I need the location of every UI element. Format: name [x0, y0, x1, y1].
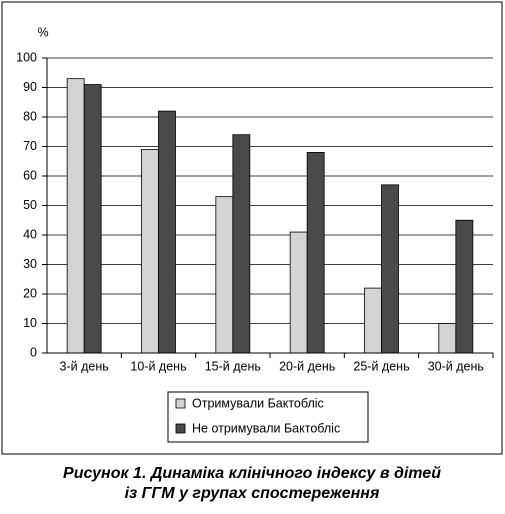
legend-swatch	[175, 398, 186, 409]
bar	[306, 151, 325, 354]
x-tick-label: 25-й день	[353, 359, 409, 373]
bar	[381, 184, 399, 354]
legend-swatch	[175, 423, 186, 434]
y-axis-label: %	[37, 25, 48, 39]
x-tick-label: 3-й день	[60, 359, 109, 373]
bar	[215, 196, 234, 354]
caption: із ГГМ у групах спостереження	[125, 485, 380, 502]
bar	[438, 323, 457, 354]
bar	[289, 231, 308, 354]
legend-label: Отримували Бактобліс	[192, 396, 324, 410]
bar	[83, 84, 102, 354]
x-tick-label: 10-й день	[130, 359, 186, 373]
y-tick-label: 40	[23, 227, 37, 241]
y-tick-label: 70	[23, 139, 37, 153]
y-tick-label: 60	[23, 168, 37, 182]
y-tick-label: 0	[30, 345, 37, 359]
bar	[66, 78, 85, 354]
y-tick-label: 10	[23, 316, 37, 330]
y-tick-label: 100	[16, 50, 37, 64]
caption: Рисунок 1. Динаміка клінічного індексу в…	[63, 465, 441, 482]
bar	[455, 219, 474, 354]
legend-box	[167, 391, 369, 443]
legend-label: Не отримували Бактобліс	[192, 421, 340, 435]
bar	[141, 149, 159, 354]
x-tick-label: 30-й день	[428, 359, 484, 373]
x-tick-label: 20-й день	[279, 359, 335, 373]
bar	[364, 287, 382, 354]
x-tick-label: 15-й день	[205, 359, 261, 373]
chart-frame	[1, 1, 503, 455]
y-tick-label: 20	[23, 286, 37, 300]
y-tick-label: 30	[23, 257, 37, 271]
y-tick-label: 90	[23, 80, 37, 94]
bar	[232, 134, 251, 354]
bar	[158, 110, 176, 354]
y-tick-label: 50	[23, 198, 37, 212]
y-tick-label: 80	[23, 109, 37, 123]
